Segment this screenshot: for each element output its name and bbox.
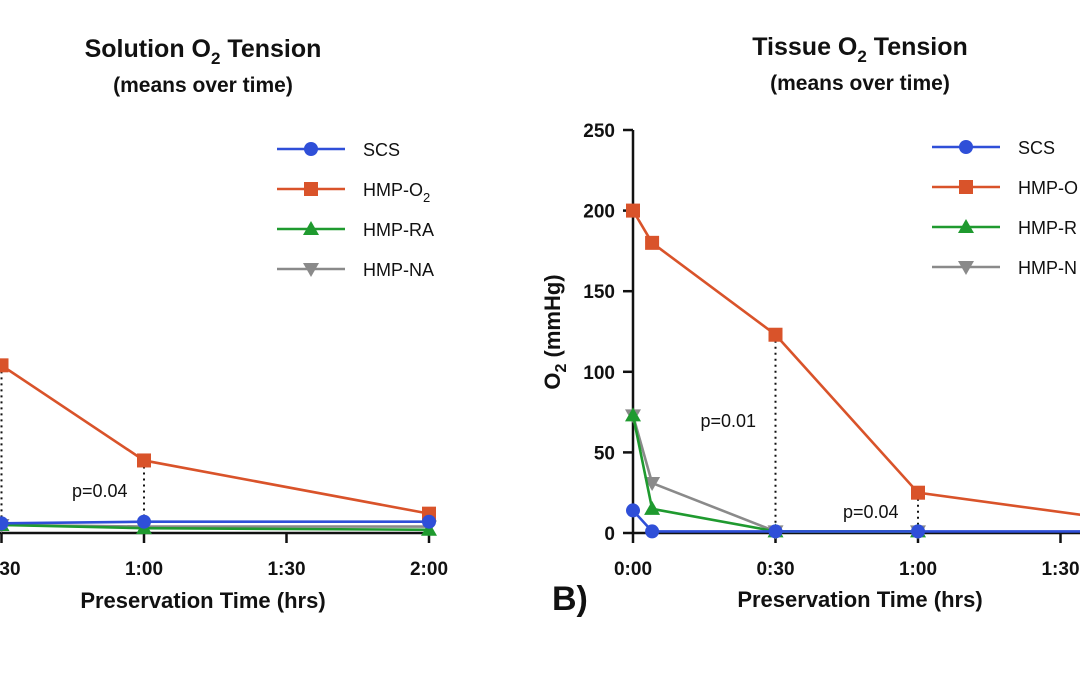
panel-label-b: B) [552, 580, 588, 618]
chart-a-subtitle: (means over time) [113, 74, 293, 97]
b-x-tick-label: 0:30 [756, 559, 794, 580]
chart-b-y-label: O2 (mmHg) [540, 274, 570, 389]
b-line-hmp-o2 [631, 209, 1080, 517]
a-p-value-label: p=0.04 [72, 481, 128, 501]
a-legend-item-hmp-ra: HMP-RA [277, 220, 434, 240]
a-point-scs [137, 514, 151, 529]
a-line-hmp-o2 [0, 361, 430, 515]
a-legend-label: HMP-NA [363, 260, 434, 280]
b-point-hmp-na [644, 477, 661, 492]
solution-o2-chart: Solution O2 Tension (means over time) 0:… [0, 35, 448, 613]
chart-a-series [0, 358, 437, 536]
b-legend-item-hmp-o2: HMP-O [932, 178, 1078, 198]
chart-b-title: Tissue O2 Tension [752, 33, 968, 66]
b-point-hmp-ra [625, 407, 641, 422]
b-y-tick-label: 150 [583, 282, 615, 303]
b-point-hmp-o2 [645, 235, 660, 250]
tissue-o2-chart: Tissue O2 Tension (means over time) 0 50 1… [540, 33, 1080, 618]
b-point-scs [768, 524, 783, 539]
b-point-hmp-o2 [626, 203, 640, 218]
a-point-scs [422, 514, 436, 529]
b-y-tick-label: 200 [583, 202, 615, 223]
a-legend-item-scs: SCS [277, 140, 400, 160]
b-legend-label: HMP-O [1018, 178, 1078, 198]
a-point-hmp-o2 [137, 453, 151, 468]
chart-b-y-ticks: 0 50 100 150 200 250 [583, 121, 633, 545]
b-legend-item-hmp-ra: HMP-R [932, 218, 1077, 238]
chart-b-series [625, 203, 1080, 540]
a-line-scs [0, 520, 429, 525]
a-x-tick-label: 2:00 [410, 559, 448, 580]
b-y-tick-label: 50 [594, 443, 615, 464]
b-legend-label: HMP-N [1018, 258, 1077, 278]
a-legend-label: HMP-O2 [363, 180, 430, 205]
chart-b-annotations: p=0.01 p=0.04 [701, 334, 919, 532]
chart-a-x-ticks: 0:30 1:00 1:30 2:00 [0, 533, 448, 580]
b-point-scs [626, 503, 640, 518]
b-point-hmp-o2 [768, 327, 783, 342]
a-legend-label: HMP-RA [363, 220, 434, 240]
b-point-scs [645, 524, 660, 539]
chart-b-x-label: Preservation Time (hrs) [737, 587, 982, 612]
a-series-scs [0, 514, 436, 531]
chart-b-legend: SCS HMP-O HMP-R HMP-N [932, 138, 1078, 278]
b-legend-marker [958, 261, 974, 275]
a-line-hmp-ra [0, 523, 430, 532]
a-legend-label: SCS [363, 140, 400, 160]
b-legend-label: SCS [1018, 138, 1055, 158]
b-legend-item-hmp-na: HMP-N [932, 258, 1077, 278]
chart-b-x-ticks: 0:000:301:001:302: [614, 533, 1080, 580]
b-p-value-label: p=0.01 [701, 411, 757, 431]
b-y-tick-label: 0 [604, 524, 615, 545]
a-point-scs [0, 516, 9, 531]
a-point-hmp-ra [421, 521, 437, 536]
b-p-value-label: p=0.04 [843, 502, 899, 522]
a-legend-marker [303, 221, 319, 235]
a-series-hmp-ra [0, 516, 437, 536]
a-legend-marker [304, 142, 318, 156]
b-x-tick-label: 1:30 [1041, 559, 1079, 580]
chart-a-legend: SCS HMP-O2 HMP-RA HMP-NA [277, 140, 434, 280]
a-legend-item-hmp-na: HMP-NA [277, 260, 434, 280]
chart-a-title: Solution O2 Tension [85, 35, 322, 68]
b-y-tick-label: 100 [583, 363, 615, 384]
a-legend-marker [304, 182, 318, 196]
chart-a-x-label: Preservation Time (hrs) [80, 588, 325, 613]
b-series-scs [626, 503, 1080, 539]
b-point-scs [911, 524, 925, 539]
b-y-tick-label: 250 [583, 121, 615, 142]
b-point-hmp-o2 [911, 485, 925, 500]
a-x-tick-label: 1:30 [267, 559, 305, 580]
b-legend-item-scs: SCS [932, 138, 1055, 158]
a-point-hmp-o2 [0, 358, 9, 373]
b-legend-marker [959, 140, 973, 154]
a-legend-marker [303, 263, 319, 277]
chart-b-subtitle: (means over time) [770, 72, 950, 95]
a-legend-item-hmp-o2: HMP-O2 [277, 180, 430, 205]
a-x-tick-label: 1:00 [125, 559, 163, 580]
a-x-tick-label: 0:30 [0, 559, 21, 580]
b-point-hmp-ra [644, 500, 661, 515]
b-legend-marker [958, 219, 974, 233]
b-x-tick-label: 0:00 [614, 559, 652, 580]
b-legend-marker [959, 180, 973, 194]
b-legend-label: HMP-R [1018, 218, 1077, 238]
b-x-tick-label: 1:00 [899, 559, 937, 580]
b-series-hmp-o2 [626, 203, 1080, 517]
chart-a-annotations: p=0.006p=0.04 [0, 365, 145, 524]
